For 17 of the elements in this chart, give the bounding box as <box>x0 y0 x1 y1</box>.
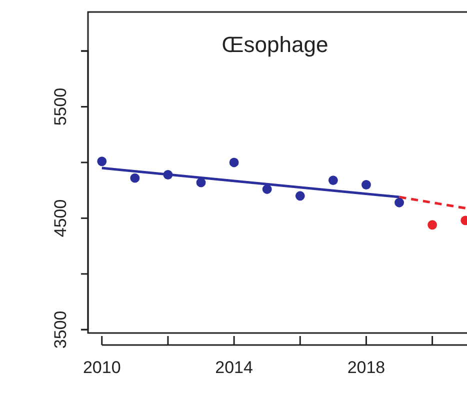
point <box>262 184 272 194</box>
point <box>229 158 239 168</box>
point <box>163 170 173 180</box>
point <box>97 156 107 166</box>
point <box>196 178 206 188</box>
y-tick-label: 5500 <box>51 88 70 126</box>
point <box>295 191 305 201</box>
point <box>362 180 371 190</box>
point <box>394 198 404 208</box>
y-tick-label: 3500 <box>51 310 70 349</box>
x-tick-label: 2018 <box>347 358 386 378</box>
x-tick-label: 2014 <box>215 358 253 378</box>
point <box>328 176 338 186</box>
y-tick-label: 4500 <box>51 199 70 238</box>
point <box>130 173 140 183</box>
text: Œsophage <box>222 32 328 57</box>
x-tick-label: 2010 <box>82 358 121 378</box>
